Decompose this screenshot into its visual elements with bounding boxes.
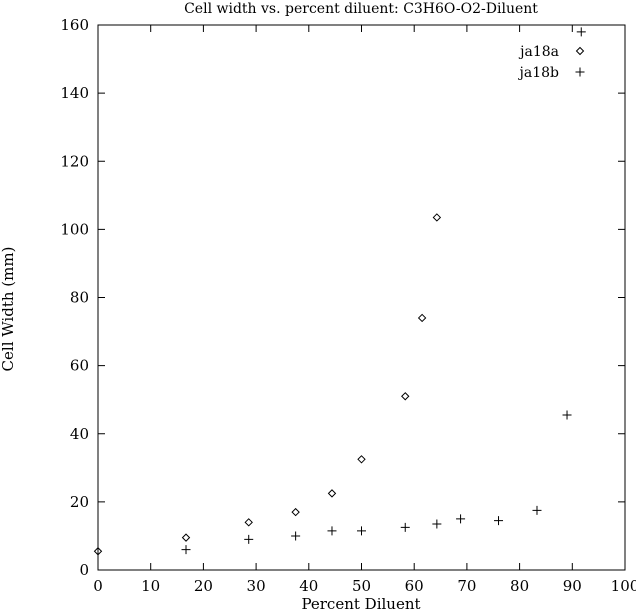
data-point xyxy=(93,547,103,556)
series-ja18b xyxy=(181,27,586,555)
data-point xyxy=(327,489,337,498)
y-tick-label: 160 xyxy=(60,16,89,34)
chart-title: Cell width vs. percent diluent: C3H6O-O2… xyxy=(184,1,538,17)
legend-marker xyxy=(575,67,585,77)
x-tick-label: 10 xyxy=(141,577,160,595)
data-point xyxy=(456,514,466,524)
x-tick-label: 60 xyxy=(405,577,424,595)
data-point xyxy=(357,526,366,536)
legend: ja18a ja18b xyxy=(518,44,585,81)
x-tick-label: 100 xyxy=(611,577,636,595)
data-point xyxy=(532,505,542,515)
data-point xyxy=(181,533,191,542)
data-point xyxy=(494,516,504,526)
data-point xyxy=(244,518,253,527)
y-tick-label: 60 xyxy=(70,357,89,375)
data-point xyxy=(417,313,427,323)
y-tick-label: 100 xyxy=(60,220,89,238)
data-point xyxy=(562,410,572,420)
y-tick-label: 140 xyxy=(60,84,89,102)
y-tick-label: 0 xyxy=(79,561,89,579)
x-tick-label: 70 xyxy=(457,577,476,595)
x-tick-label: 40 xyxy=(299,577,318,595)
series-ja18a xyxy=(93,213,442,556)
y-tick-label: 40 xyxy=(70,425,89,443)
data-point xyxy=(400,522,410,532)
x-tick-label: 50 xyxy=(352,577,371,595)
data-point xyxy=(181,545,191,555)
data-points xyxy=(93,27,586,556)
data-point xyxy=(291,507,300,517)
x-tick-label: 0 xyxy=(93,577,103,595)
legend-marker xyxy=(575,46,585,56)
y-tick-label: 80 xyxy=(70,289,89,307)
data-point xyxy=(327,526,337,536)
x-tick-label: 20 xyxy=(194,577,213,595)
data-point xyxy=(357,455,366,464)
x-axis-label: Percent Diluent xyxy=(301,595,420,613)
y-tick-label: 120 xyxy=(60,152,89,170)
x-tick-label: 80 xyxy=(510,577,529,595)
x-tick-label: 90 xyxy=(563,577,582,595)
data-point xyxy=(244,534,254,544)
y-axis-label: Cell Width (mm) xyxy=(0,247,17,372)
legend-label: ja18a xyxy=(518,44,559,60)
axis-ticks: 0 10 20 30 40 50 60 70 80 90 100 0 20 40 60 80 100 120 140… xyxy=(60,16,636,595)
y-tick-label: 20 xyxy=(70,493,89,511)
data-point xyxy=(432,519,442,529)
plot-frame xyxy=(97,24,626,571)
data-point xyxy=(291,531,301,541)
legend-label: ja18b xyxy=(518,65,560,81)
data-point xyxy=(576,27,586,37)
data-point xyxy=(432,213,442,222)
data-point xyxy=(401,392,410,401)
x-tick-label: 30 xyxy=(247,577,266,595)
